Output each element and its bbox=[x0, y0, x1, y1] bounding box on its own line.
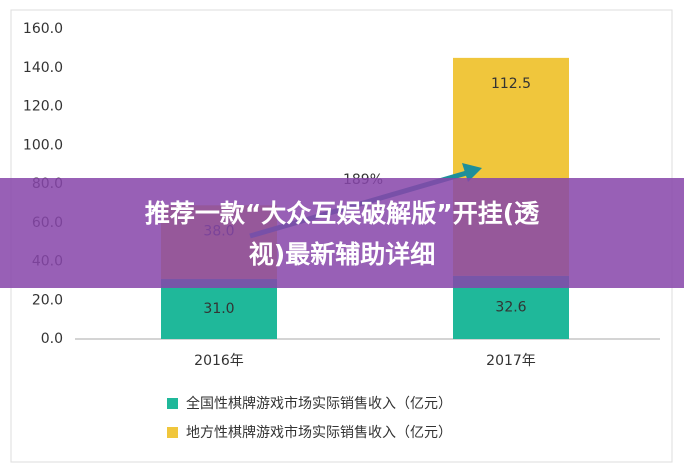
legend-label: 地方性棋牌游戏市场实际销售收入（亿元） bbox=[186, 424, 452, 441]
banner-text: 视)最新辅助详细 bbox=[249, 240, 435, 269]
legend-label: 全国性棋牌游戏市场实际销售收入（亿元） bbox=[186, 395, 452, 412]
x-tick-label: 2017年 bbox=[486, 353, 536, 369]
legend-swatch bbox=[167, 427, 178, 438]
y-tick-label: 120.0 bbox=[23, 99, 63, 115]
y-tick-label: 20.0 bbox=[32, 292, 63, 308]
banner-bg bbox=[0, 178, 684, 288]
arrow-head bbox=[462, 163, 482, 182]
data-label: 31.0 bbox=[203, 301, 234, 317]
y-tick-label: 0.0 bbox=[41, 331, 63, 347]
y-tick-label: 160.0 bbox=[23, 21, 63, 37]
bar-segment bbox=[161, 278, 277, 339]
data-label: 112.5 bbox=[491, 76, 531, 92]
legend-swatch bbox=[167, 398, 178, 409]
y-tick-label: 100.0 bbox=[23, 137, 63, 153]
banner-text: 推荐一款“大众互娱破解版”开挂(透 bbox=[145, 199, 540, 228]
x-tick-label: 2016年 bbox=[194, 353, 244, 369]
y-tick-label: 140.0 bbox=[23, 60, 63, 76]
data-label: 32.6 bbox=[495, 299, 526, 315]
